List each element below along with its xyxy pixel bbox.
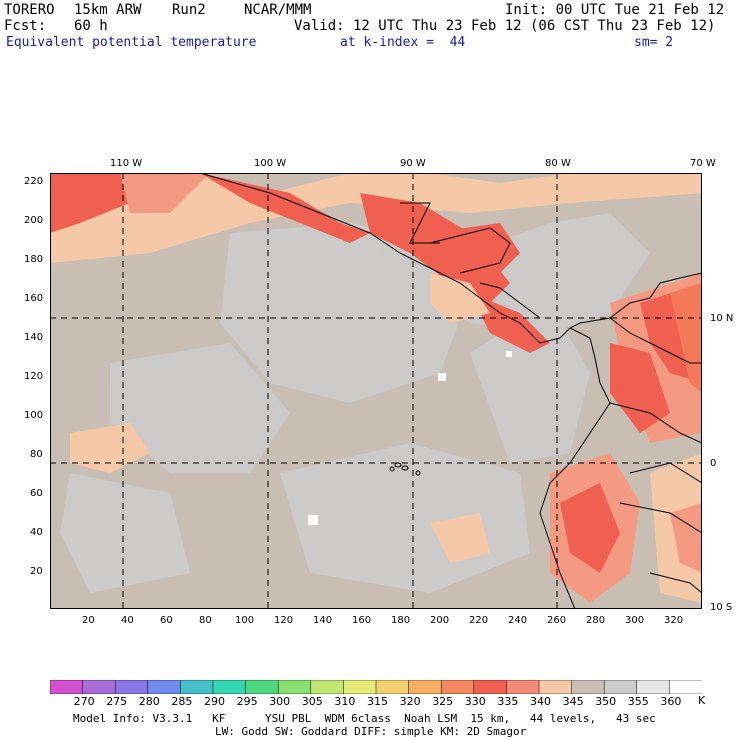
colorbar-level-label: 340: [530, 695, 551, 708]
lon-label-100w: 100 W: [254, 158, 287, 169]
coastlines: [199, 173, 702, 609]
field-name: Equivalent potential temperature: [6, 35, 257, 50]
smoothing-label: sm= 2: [634, 35, 674, 50]
y-tick-label: 200: [24, 215, 44, 226]
x-tick-label: 20: [82, 615, 95, 626]
colorbar-swatch: [571, 680, 605, 694]
y-tick-label: 60: [30, 488, 43, 499]
x-tick-label: 260: [547, 615, 567, 626]
lat-label-0: 0: [710, 458, 717, 469]
x-tick-label: 300: [625, 615, 645, 626]
colorbar-swatch: [375, 680, 410, 694]
init-time: Init: 00 UTC Tue 21 Feb 12: [505, 2, 725, 18]
colorbar-swatch: [343, 680, 377, 694]
lon-label-110w: 110 W: [110, 158, 143, 169]
x-tick-label: 140: [313, 615, 333, 626]
colorbar-swatch: [147, 680, 182, 694]
x-tick-label: 160: [352, 615, 372, 626]
colorbar-level-label: 300: [269, 695, 291, 708]
y-tick-label: 220: [24, 176, 44, 187]
forecast-hour: 60 h: [74, 18, 108, 34]
model-name: TORERO: [4, 2, 55, 18]
y-tick-label: 140: [24, 332, 44, 343]
colorbar-swatch: [669, 680, 702, 694]
colorbar-level-label: 315: [367, 695, 388, 708]
y-tick-label: 20: [30, 566, 43, 577]
run-label: Run2: [172, 2, 206, 18]
map-frame: [50, 173, 702, 609]
x-tick-label: 280: [586, 615, 606, 626]
y-tick-label: 100: [24, 410, 44, 421]
model-resolution: 15km ARW: [74, 2, 142, 18]
white-patch: [308, 515, 318, 525]
model-info-line1: Model Info: V3.3.1 KF YSU PBL WDM 6class…: [73, 712, 656, 725]
colorbar-level-label: 270: [73, 695, 95, 708]
white-patch: [506, 351, 512, 357]
valid-time: Valid: 12 UTC Thu 23 Feb 12 (06 CST Thu …: [294, 18, 716, 34]
x-tick-label: 220: [469, 615, 489, 626]
lon-label-70w: 70 W: [690, 158, 716, 169]
colorbar-level-label: 290: [204, 695, 225, 708]
colorbar-swatch: [636, 680, 671, 694]
x-tick-label: 100: [235, 615, 255, 626]
colorbar-level-label: 355: [627, 695, 649, 708]
colorbar-swatch: [212, 680, 247, 694]
y-tick-label: 160: [24, 293, 44, 304]
colorbar-level-label: 305: [301, 695, 323, 708]
x-tick-label: 40: [121, 615, 134, 626]
y-tick-label: 120: [24, 371, 44, 382]
x-tick-label: 320: [664, 615, 684, 626]
x-tick-label: 60: [160, 615, 173, 626]
x-tick-label: 240: [508, 615, 528, 626]
colorbar: [50, 680, 702, 694]
colorbar-level-label: 325: [432, 695, 454, 708]
colorbar-unit: K: [698, 694, 706, 707]
cool-regions: [60, 213, 650, 593]
lat-label-10n: 10 N: [710, 313, 734, 324]
y-tick-label: 80: [30, 449, 43, 460]
y-tick-label: 40: [30, 527, 43, 538]
colorbar-swatch: [310, 680, 345, 694]
colorbar-swatch: [277, 680, 312, 694]
colorbar-swatch: [473, 680, 508, 694]
colorbar-swatch: [114, 680, 149, 694]
y-tick-label: 180: [24, 254, 44, 265]
colorbar-level-label: 350: [595, 695, 617, 708]
colorbar-level-label: 360: [660, 695, 682, 708]
colorbar-swatch: [603, 680, 638, 694]
warm-regions: [50, 173, 702, 603]
colorbar-level-label: 335: [497, 695, 519, 708]
lon-label-80w: 80 W: [545, 158, 571, 169]
colorbar-swatch: [408, 680, 442, 694]
colorbar-swatch: [180, 680, 214, 694]
colorbar-swatch: [506, 680, 540, 694]
colorbar-swatch: [245, 680, 279, 694]
x-tick-label: 180: [391, 615, 411, 626]
org-label: NCAR/MMM: [244, 2, 312, 18]
theta-e-map: [50, 173, 702, 609]
colorbar-level-label: 285: [171, 695, 193, 708]
colorbar-level-label: 320: [399, 695, 421, 708]
colorbar-level-label: 310: [334, 695, 356, 708]
graticule: [50, 173, 702, 609]
lon-label-90w: 90 W: [400, 158, 426, 169]
galapagos-islands: [389, 462, 421, 476]
colorbar-level-label: 345: [562, 695, 584, 708]
x-tick-label: 200: [430, 615, 450, 626]
level-label: at k-index = 44: [340, 35, 466, 50]
forecast-label: Fcst:: [4, 18, 47, 34]
x-tick-label: 120: [274, 615, 294, 626]
colorbar-level-label: 330: [464, 695, 486, 708]
lat-label-10s: 10 S: [710, 602, 733, 613]
colorbar-swatch: [82, 680, 116, 694]
colorbar-swatch: [50, 680, 84, 694]
colorbar-level-label: 275: [106, 695, 128, 708]
x-tick-label: 80: [199, 615, 212, 626]
white-patch: [438, 373, 446, 381]
colorbar-swatch: [440, 680, 475, 694]
model-info-line2: LW: Godd SW: Goddard DIFF: simple KM: 2D…: [215, 725, 527, 738]
colorbar-level-label: 280: [138, 695, 160, 708]
colorbar-swatch: [538, 680, 573, 694]
colorbar-level-label: 295: [236, 695, 258, 708]
